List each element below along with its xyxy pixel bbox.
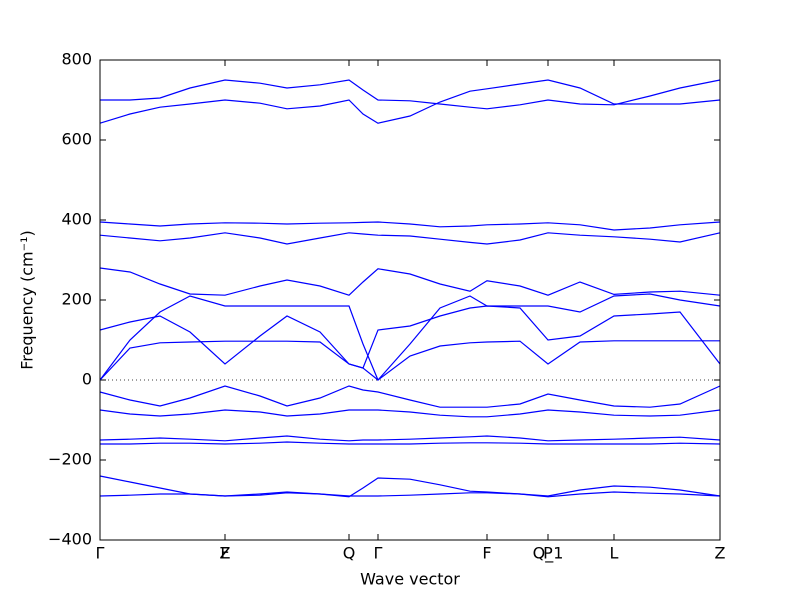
x-tick-label: F — [220, 544, 229, 563]
x-tick-label: P — [543, 544, 553, 563]
y-axis-label: Frequency (cm⁻¹) — [18, 230, 37, 369]
x-tick-label: Γ — [374, 544, 383, 563]
band-line — [99, 232, 721, 245]
y-tick-label: 0 — [82, 370, 92, 389]
band-line — [99, 385, 721, 408]
x-axis-label: Wave vector — [360, 570, 460, 589]
band-line — [99, 305, 721, 381]
x-tick-label: Q — [343, 544, 356, 563]
plot-frame — [99, 59, 721, 541]
band-line — [99, 435, 721, 442]
band-line — [99, 267, 721, 296]
y-tick-label: 400 — [61, 210, 92, 229]
band-line — [99, 409, 721, 418]
band-line — [99, 293, 721, 382]
x-tick-label: Γ — [96, 544, 105, 563]
band-line — [99, 491, 721, 498]
band-line — [99, 79, 721, 124]
y-tick-label: 200 — [61, 290, 92, 309]
band-line — [100, 441, 721, 445]
band-line — [100, 79, 721, 110]
x-tick-label: F — [482, 544, 491, 563]
y-tick-label: −200 — [48, 450, 92, 469]
y-tick-label: 600 — [61, 130, 92, 149]
plot-area — [100, 60, 720, 540]
x-tick-label: L — [610, 544, 619, 563]
x-tick-label: Z — [220, 544, 231, 563]
band-line — [99, 221, 721, 231]
x-tick-label: Z — [715, 544, 726, 563]
band-line — [99, 315, 720, 381]
y-tick-label: −400 — [48, 530, 92, 549]
y-tick-label: 800 — [61, 50, 92, 69]
x-tick-label: Q_1 — [533, 544, 564, 564]
